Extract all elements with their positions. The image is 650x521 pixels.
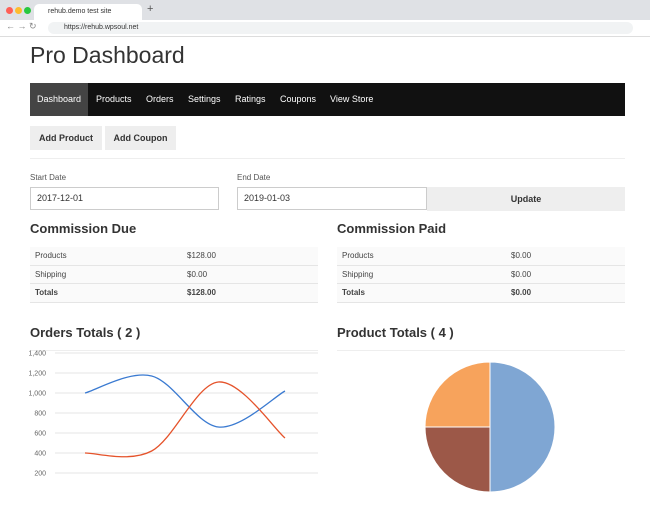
nav-arrows[interactable]: ← → ↻ xyxy=(6,21,37,31)
y-tick-label: 200 xyxy=(34,471,46,478)
pie-slice xyxy=(424,361,491,428)
cell-label: Shipping xyxy=(35,269,67,279)
cell-label: Products xyxy=(342,251,374,260)
table-row: Totals $128.00 xyxy=(30,284,318,303)
add-coupon-button[interactable]: Add Coupon xyxy=(105,126,176,150)
nav-bar: Dashboard Products Orders Settings Ratings Co… xyxy=(30,83,625,116)
tab-title[interactable]: rehub.demo test site xyxy=(34,4,142,20)
nav-item[interactable]: Dashboard xyxy=(30,83,89,116)
close-dot[interactable] xyxy=(6,7,13,14)
separator xyxy=(30,350,318,351)
table-row: Products $0.00 xyxy=(337,247,625,266)
max-dot[interactable] xyxy=(24,7,31,14)
pie-slice xyxy=(424,426,491,493)
cell-value: $0.00 xyxy=(187,269,208,279)
table-row: Shipping $0.00 xyxy=(30,265,318,284)
cell-label: Totals xyxy=(35,288,58,297)
update-button[interactable]: Update xyxy=(427,187,625,211)
nav-item[interactable]: View Store xyxy=(330,94,374,104)
table-row: Totals $0.00 xyxy=(337,284,625,303)
end-label: End Date xyxy=(237,173,271,182)
chart-title: Orders Totals ( 2 ) xyxy=(30,325,141,340)
chart-title: Product Totals ( 4 ) xyxy=(337,325,454,340)
page-title: Pro Dashboard xyxy=(30,42,185,68)
y-tick-label: 1,200 xyxy=(28,371,46,378)
tab-bar: rehub.demo test site + xyxy=(0,0,650,20)
section-title: Commission Paid xyxy=(337,221,447,236)
start-input[interactable]: 2017-12-01 xyxy=(30,187,219,210)
y-tick-label: 400 xyxy=(34,451,46,458)
nav-item[interactable]: Orders xyxy=(146,94,174,104)
nav-item[interactable]: Coupons xyxy=(280,94,317,104)
line-series xyxy=(84,381,286,458)
cell-value: $128.00 xyxy=(187,251,216,260)
url[interactable]: https://rehub.wpsoul.net xyxy=(48,22,633,34)
start-label: Start Date xyxy=(30,173,67,182)
line-series xyxy=(84,374,286,428)
cell-value: $0.00 xyxy=(511,269,532,279)
new-tab[interactable]: + xyxy=(147,3,154,15)
add-product-button[interactable]: Add Product xyxy=(30,126,102,150)
cell-value: $0.00 xyxy=(511,251,532,260)
y-tick-label: 800 xyxy=(34,411,46,418)
nav-item[interactable]: Ratings xyxy=(235,94,266,104)
y-tick-label: 1,000 xyxy=(28,391,46,398)
table: Products $128.00 Shipping $0.00 Totals $128.0… xyxy=(30,247,318,303)
cell-label: Shipping xyxy=(342,269,374,279)
pie-slice xyxy=(489,361,556,493)
table-row: Products $128.00 xyxy=(30,247,318,266)
nav-item[interactable]: Products xyxy=(96,94,132,104)
y-tick-label: 600 xyxy=(34,431,46,438)
separator xyxy=(30,158,625,159)
cell-value: $0.00 xyxy=(511,288,532,297)
cell-value: $128.00 xyxy=(187,288,216,297)
cell-label: Totals xyxy=(342,288,365,297)
section-title: Commission Due xyxy=(30,221,137,236)
cell-label: Products xyxy=(35,251,67,260)
table: Products $0.00 Shipping $0.00 Totals $0.00 xyxy=(337,247,625,303)
nav-item[interactable]: Settings xyxy=(188,94,221,104)
min-dot[interactable] xyxy=(15,7,22,14)
separator xyxy=(337,350,625,351)
y-tick-label: 1,400 xyxy=(28,351,46,358)
end-input[interactable]: 2019-01-03 xyxy=(237,187,427,210)
table-row: Shipping $0.00 xyxy=(337,265,625,284)
